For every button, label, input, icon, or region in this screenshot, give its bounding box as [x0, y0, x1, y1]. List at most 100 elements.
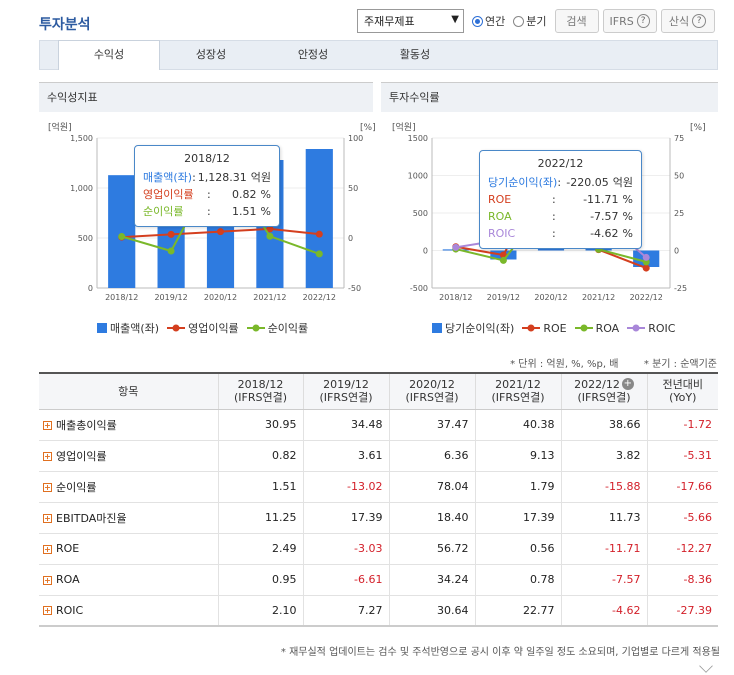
yoy-cell: -5.66 [646, 502, 718, 534]
row-label[interactable]: + EBITDA마진율 [39, 502, 218, 534]
expand-plus-icon[interactable]: + [43, 544, 52, 554]
expand-plus-icon[interactable]: + [43, 483, 52, 492]
data-point[interactable] [499, 251, 507, 259]
legend-item[interactable]: 영업이익률 [167, 320, 239, 336]
tab-stability[interactable]: 안정성 [297, 48, 329, 61]
header-item: 항목 [39, 372, 218, 410]
legend-item[interactable]: ROA [574, 321, 620, 335]
chart-legend: 매출액(좌) 영업이익률 순이익률 [97, 320, 308, 336]
ifrs-button[interactable]: IFRS ? [602, 9, 657, 33]
expand-plus-icon[interactable]: + [621, 378, 634, 391]
expand-plus-icon[interactable]: + [43, 575, 52, 585]
data-point[interactable] [217, 228, 224, 236]
row-label-text: 매출총이익률 [56, 418, 117, 432]
table-header-row: 항목 2018/12 (IFRS연결) 2019/12 (IFRS연결) 2020/… [39, 372, 718, 410]
row-label-text: ROE [56, 542, 80, 555]
table-cell: 17.39 [302, 502, 389, 534]
data-point[interactable] [499, 256, 507, 264]
header-col: 2020/12 (IFRS연결) [388, 372, 475, 410]
data-point[interactable] [118, 232, 126, 240]
legend-line-icon [627, 324, 646, 332]
data-point[interactable] [315, 230, 323, 238]
header-yoy: 전년대비 (YoY) [646, 372, 718, 410]
radio-quarter-label: 분기 [526, 15, 547, 28]
tab-activity[interactable]: 활동성 [399, 48, 431, 61]
y-left-tick-label: 1500 [408, 134, 428, 143]
data-point[interactable] [315, 250, 323, 258]
tab-growth[interactable]: 성장성 [195, 48, 227, 61]
data-point[interactable] [266, 232, 274, 240]
footnote: * 재무실적 업데이트는 검수 및 주석반영으로 공시 이후 약 일주일 정도 … [280, 647, 720, 658]
tooltip-row: ROA: -7.57% [488, 208, 633, 225]
yoy-cell: -12.27 [646, 533, 718, 565]
legend-item[interactable]: ROE [522, 322, 567, 335]
table-cell: 0.95 [217, 564, 303, 596]
expand-plus-icon[interactable]: + [43, 606, 52, 616]
x-tick-label: 2020/12 [534, 293, 567, 302]
legend-item[interactable]: 매출액(좌) [97, 320, 159, 336]
bar[interactable] [305, 149, 333, 288]
expand-plus-icon[interactable]: + [43, 514, 52, 523]
tooltip-value: -4.62 [590, 227, 619, 240]
radio-annual[interactable]: 연간 [472, 13, 505, 29]
bar[interactable] [633, 250, 660, 268]
tooltip-unit: % [622, 193, 633, 206]
row-label-text: 순이익률 [56, 480, 97, 494]
data-point[interactable] [118, 233, 126, 241]
data-point[interactable] [452, 243, 460, 251]
bar[interactable] [585, 249, 612, 251]
table-cell: 11.73 [560, 502, 647, 534]
data-point[interactable] [167, 230, 175, 238]
data-point[interactable] [167, 247, 175, 255]
legend-bar-icon [97, 323, 107, 333]
table-row: + 순이익률 1.51 -13.02 78.04 1.79 -15.88 -17.66 [39, 471, 718, 503]
row-label-text: ROA [56, 573, 80, 586]
table-cell: -6.61 [302, 564, 389, 596]
bar[interactable] [442, 249, 469, 251]
return-panel-header: 투자수익률 [381, 82, 718, 112]
tooltip-value: 0.82 [232, 188, 257, 201]
row-label[interactable]: + 영업이익률 [39, 440, 218, 472]
legend-label: 순이익률 [267, 322, 309, 335]
row-label[interactable]: + ROA [39, 564, 218, 596]
row-label[interactable]: + ROE [39, 533, 218, 565]
table-cell: 9.13 [474, 440, 561, 472]
data-point[interactable] [452, 245, 460, 253]
y-right-tick-label: 0 [674, 247, 679, 256]
formula-button[interactable]: 산식 ? [660, 9, 715, 33]
bar[interactable] [490, 250, 517, 260]
data-point[interactable] [642, 264, 650, 272]
bar[interactable] [108, 175, 136, 288]
statement-type-select[interactable]: 주재무제표 ▼ [357, 9, 464, 33]
row-label[interactable]: + 매출총이익률 [39, 409, 218, 441]
tooltip-value: -220.05 [566, 176, 609, 189]
tooltip-colon: : [192, 171, 196, 184]
legend-item[interactable]: 당기순이익(좌) [432, 320, 514, 336]
yoy-cell: -1.72 [646, 409, 718, 441]
row-label[interactable]: + ROIC [39, 595, 218, 627]
radio-quarter[interactable]: 분기 [513, 13, 547, 29]
table-cell: -11.71 [560, 533, 647, 565]
data-point[interactable] [452, 243, 460, 251]
row-label[interactable]: + 순이익률 [39, 471, 218, 503]
data-point[interactable] [642, 258, 650, 266]
search-button[interactable]: 검색 [554, 9, 599, 33]
tooltip-value: -7.57 [590, 210, 619, 223]
table-cell: -4.62 [560, 595, 647, 627]
tooltip-row: 순이익률: 1.51% [143, 203, 271, 220]
data-point[interactable] [642, 253, 650, 261]
row-label-text: EBITDA마진율 [56, 511, 127, 525]
y-left-tick-label: 1,000 [70, 184, 93, 193]
y-right-tick-label: 25 [674, 209, 684, 218]
help-icon: ? [692, 14, 707, 28]
analysis-tabs: 수익성 성장성 안정성 활동성 [39, 40, 718, 70]
expand-plus-icon[interactable]: + [43, 421, 52, 430]
legend-item[interactable]: 순이익률 [246, 320, 309, 336]
chevron-down-icon[interactable] [699, 659, 713, 673]
tooltip-row: 영업이익률: 0.82% [143, 186, 271, 203]
chevron-down-icon: ▼ [451, 14, 459, 25]
legend-item[interactable]: ROIC [627, 322, 675, 335]
tab-profitability[interactable]: 수익성 [58, 40, 160, 70]
legend-label: ROA [595, 321, 620, 335]
expand-plus-icon[interactable]: + [43, 452, 52, 461]
